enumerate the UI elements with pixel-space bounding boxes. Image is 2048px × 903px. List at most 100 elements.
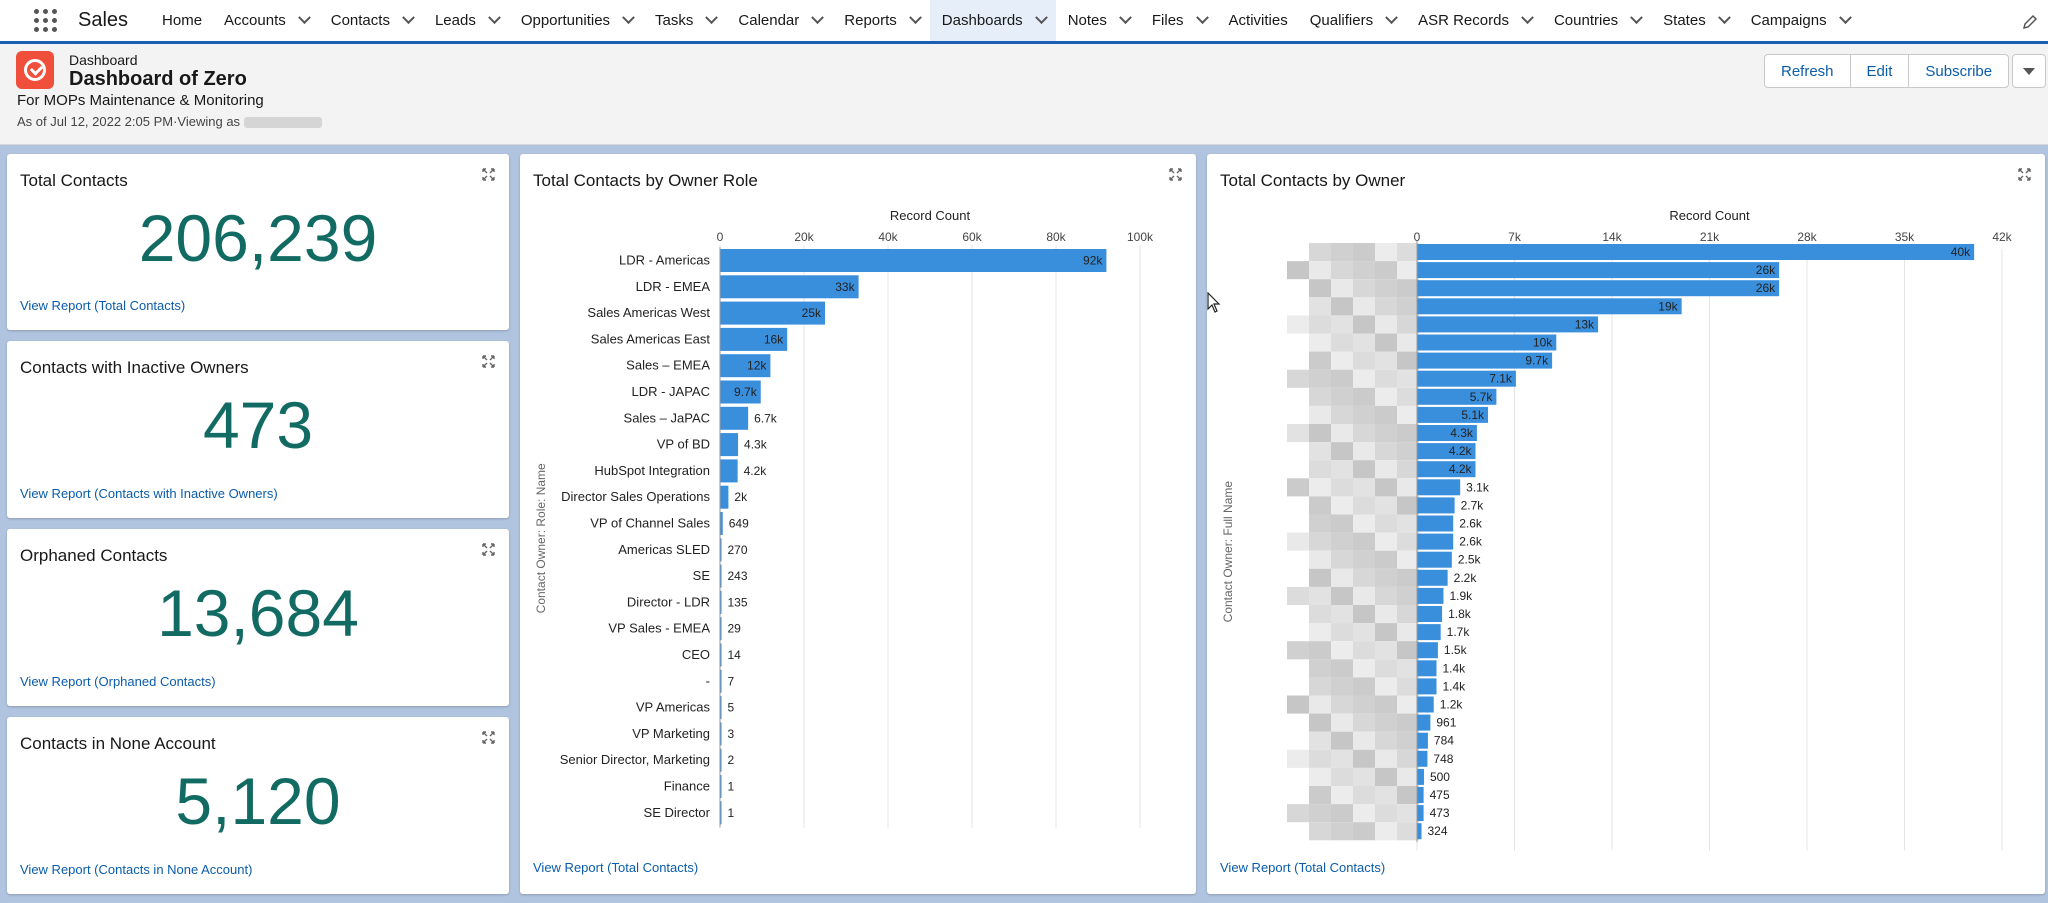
nav-tab-notes[interactable]: Notes bbox=[1056, 0, 1140, 41]
bar[interactable] bbox=[720, 327, 788, 351]
bar[interactable] bbox=[1417, 316, 1599, 333]
view-report-link[interactable]: View Report (Total Contacts) bbox=[1220, 860, 1386, 875]
chevron-down-icon[interactable] bbox=[487, 11, 501, 25]
expand-icon[interactable] bbox=[482, 168, 495, 181]
chevron-down-icon[interactable] bbox=[1630, 11, 1644, 25]
chevron-down-icon[interactable] bbox=[1838, 11, 1852, 25]
nav-tab-tasks[interactable]: Tasks bbox=[643, 0, 726, 41]
bar[interactable] bbox=[720, 643, 722, 667]
bar[interactable] bbox=[1417, 298, 1682, 315]
bar[interactable] bbox=[1417, 497, 1455, 514]
bar[interactable] bbox=[720, 617, 722, 641]
bar[interactable] bbox=[720, 512, 723, 535]
chevron-down-icon[interactable] bbox=[811, 11, 825, 25]
bar[interactable] bbox=[720, 722, 722, 746]
bar[interactable] bbox=[1417, 479, 1461, 496]
expand-icon[interactable] bbox=[482, 731, 495, 744]
bar[interactable] bbox=[1417, 262, 1780, 279]
app-launcher-icon[interactable] bbox=[22, 0, 68, 41]
bar[interactable] bbox=[1417, 443, 1476, 460]
nav-tab-states[interactable]: States bbox=[1651, 0, 1739, 41]
bar[interactable] bbox=[720, 748, 722, 772]
chevron-down-icon[interactable] bbox=[1034, 11, 1048, 25]
nav-tab-dashboards[interactable]: Dashboards bbox=[929, 0, 1056, 44]
bar[interactable] bbox=[720, 485, 729, 509]
more-actions-button[interactable] bbox=[2012, 54, 2046, 88]
refresh-button[interactable]: Refresh bbox=[1765, 55, 1851, 87]
nav-tab-accounts[interactable]: Accounts bbox=[212, 0, 319, 41]
bar[interactable] bbox=[1417, 660, 1437, 677]
bar[interactable] bbox=[1417, 569, 1448, 586]
bar[interactable] bbox=[720, 459, 738, 483]
bar[interactable] bbox=[1417, 406, 1489, 423]
bar[interactable] bbox=[720, 354, 771, 378]
nav-tab-qualifiers[interactable]: Qualifiers bbox=[1298, 0, 1406, 41]
bar[interactable] bbox=[1417, 732, 1428, 749]
bar[interactable] bbox=[1417, 606, 1443, 622]
bar[interactable] bbox=[720, 406, 749, 430]
bar[interactable] bbox=[1417, 750, 1428, 767]
nav-tab-leads[interactable]: Leads bbox=[423, 0, 509, 41]
nav-tab-reports[interactable]: Reports bbox=[832, 0, 930, 41]
edit-nav-icon[interactable] bbox=[2022, 14, 2038, 30]
bar[interactable] bbox=[1417, 551, 1452, 568]
edit-button[interactable]: Edit bbox=[1851, 55, 1910, 87]
bar[interactable] bbox=[1417, 244, 1975, 260]
view-report-link[interactable]: View Report (Total Contacts) bbox=[533, 860, 699, 875]
nav-tab-files[interactable]: Files bbox=[1140, 0, 1217, 41]
bar[interactable] bbox=[1417, 714, 1431, 731]
bar[interactable] bbox=[1417, 823, 1422, 840]
bar[interactable] bbox=[1417, 425, 1477, 441]
chevron-down-icon[interactable] bbox=[297, 11, 311, 25]
bar[interactable] bbox=[1417, 768, 1424, 785]
bar[interactable] bbox=[1417, 334, 1557, 351]
chevron-down-icon[interactable] bbox=[1521, 11, 1534, 25]
nav-tab-campaigns[interactable]: Campaigns bbox=[1739, 0, 1860, 41]
chevron-down-icon[interactable] bbox=[1385, 11, 1398, 25]
bar[interactable] bbox=[720, 249, 1107, 272]
bar[interactable] bbox=[1417, 642, 1438, 659]
view-report-link[interactable]: View Report (Orphaned Contacts) bbox=[20, 674, 216, 689]
expand-icon[interactable] bbox=[482, 543, 495, 556]
bar[interactable] bbox=[1417, 461, 1476, 478]
bar[interactable] bbox=[1417, 388, 1497, 405]
bar[interactable] bbox=[1417, 515, 1454, 532]
nav-tab-activities[interactable]: Activities bbox=[1217, 0, 1298, 41]
bar[interactable] bbox=[1417, 624, 1441, 641]
bar[interactable] bbox=[720, 301, 825, 325]
bar[interactable] bbox=[720, 380, 761, 404]
bar[interactable] bbox=[1417, 370, 1516, 387]
nav-tab-calendar[interactable]: Calendar bbox=[726, 0, 832, 41]
chevron-down-icon[interactable] bbox=[402, 11, 415, 25]
bar[interactable] bbox=[720, 538, 722, 562]
nav-tab-asr-records[interactable]: ASR Records bbox=[1406, 0, 1542, 41]
expand-icon[interactable] bbox=[2018, 168, 2031, 181]
nav-tab-contacts[interactable]: Contacts bbox=[319, 0, 423, 41]
chevron-down-icon[interactable] bbox=[1119, 11, 1132, 25]
expand-icon[interactable] bbox=[482, 355, 495, 368]
chevron-down-icon[interactable] bbox=[705, 11, 719, 25]
nav-tab-countries[interactable]: Countries bbox=[1542, 0, 1651, 41]
expand-icon[interactable] bbox=[1169, 168, 1182, 181]
chevron-down-icon[interactable] bbox=[1195, 11, 1209, 25]
bar[interactable] bbox=[720, 275, 859, 299]
subscribe-button[interactable]: Subscribe bbox=[1925, 62, 1993, 80]
bar[interactable] bbox=[1417, 787, 1424, 803]
bar[interactable] bbox=[720, 696, 722, 720]
bar[interactable] bbox=[720, 433, 739, 457]
nav-tab-opportunities[interactable]: Opportunities bbox=[509, 0, 643, 41]
bar[interactable] bbox=[1417, 533, 1454, 550]
bar[interactable] bbox=[1417, 352, 1553, 369]
chevron-down-icon[interactable] bbox=[908, 11, 922, 25]
view-report-link[interactable]: View Report (Contacts with Inactive Owne… bbox=[20, 486, 278, 501]
view-report-link[interactable]: View Report (Total Contacts) bbox=[20, 298, 186, 313]
bar[interactable] bbox=[720, 669, 722, 693]
bar[interactable] bbox=[720, 775, 722, 798]
nav-tab-home[interactable]: Home bbox=[150, 0, 212, 41]
bar[interactable] bbox=[1417, 587, 1444, 604]
bar[interactable] bbox=[720, 564, 722, 588]
bar[interactable] bbox=[1417, 280, 1780, 297]
bar[interactable] bbox=[1417, 696, 1434, 713]
view-report-link[interactable]: View Report (Contacts in None Account) bbox=[20, 862, 253, 877]
bar[interactable] bbox=[1417, 678, 1437, 695]
